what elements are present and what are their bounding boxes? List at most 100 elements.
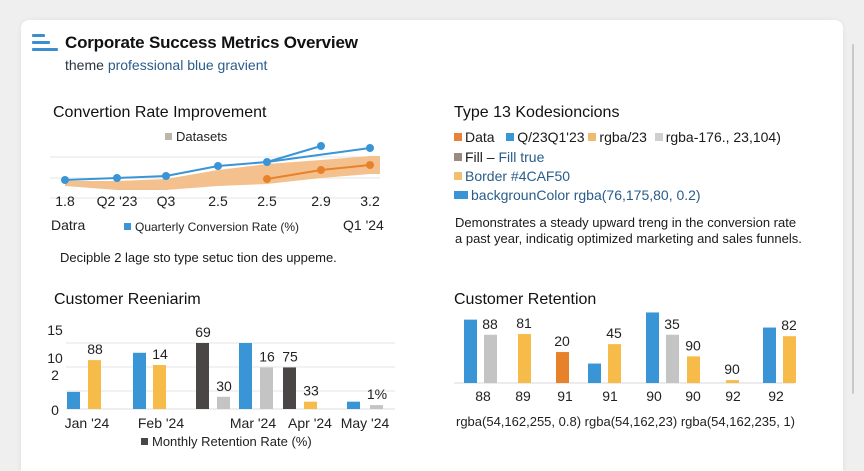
retention-left-legend[interactable]: Monthly Retention Rate (%) xyxy=(141,434,312,449)
description-line-1: Demonstrates a steady upward treng in th… xyxy=(455,215,797,230)
type13-border-row: Border #4CAF50 xyxy=(454,168,570,184)
data-point xyxy=(317,166,325,174)
legend-swatch-icon xyxy=(454,133,462,142)
bar xyxy=(67,391,80,409)
bar xyxy=(608,344,621,383)
page-subtitle: theme professional blue gravient xyxy=(65,57,267,73)
bar xyxy=(484,334,497,383)
x-tick-label: 89 xyxy=(515,388,531,404)
data-point xyxy=(113,174,121,182)
conversion-chart-title: Convertion Rate Improvement xyxy=(53,104,267,121)
x-tick-label: 2.9 xyxy=(311,193,331,209)
bar-value-label: 82 xyxy=(781,317,797,333)
x-tick-label: 90 xyxy=(685,388,701,404)
y-tick-label: 15 xyxy=(47,322,63,338)
legend-label: rgba-176., 23,104) xyxy=(665,129,781,145)
bar-value-label: 88 xyxy=(87,341,103,357)
border-label: Border #4CAF50 xyxy=(465,168,571,184)
legend-item[interactable]: rgba(54,162,255, 0.8) xyxy=(456,414,582,429)
subtitle-accent: professional xyxy=(107,57,184,73)
x-tick-label: Mar '24 xyxy=(230,415,276,431)
bar xyxy=(239,343,252,409)
conversion-right-label: Q1 '24 xyxy=(343,217,384,233)
conversion-line-chart: 1.8 Q2 '23 Q3 2.5 2.5 2.9 3.2 xyxy=(50,142,380,209)
data-point xyxy=(366,144,374,152)
bar xyxy=(518,334,531,383)
legend-swatch-icon xyxy=(454,191,468,200)
bar-value-label: 45 xyxy=(606,325,622,341)
x-tick-label: 3.2 xyxy=(360,193,380,209)
fill-value: Fill true xyxy=(498,149,545,165)
bar-value-label: 30 xyxy=(216,378,232,394)
type13-title: Type 13 Kodesioncions xyxy=(454,104,620,121)
legend-label: rgba/23 xyxy=(599,129,647,145)
legend-item-rgba23[interactable]: rgba/23 xyxy=(588,129,647,145)
legend-swatch-icon xyxy=(454,172,462,181)
conversion-legend-datasets[interactable]: Datasets xyxy=(165,129,227,144)
bar xyxy=(196,343,209,409)
bar xyxy=(464,319,477,383)
conversion-description: Decipble 2 lage sto type setuc tion des … xyxy=(60,250,337,265)
bar xyxy=(304,401,317,409)
x-tick-label: 92 xyxy=(725,388,741,404)
y-tick-label: 10 xyxy=(47,350,63,366)
bar-value-label: 16 xyxy=(259,348,275,364)
legend-item[interactable]: rgba(54,162,235, 1) xyxy=(680,414,796,429)
legend-label: Data xyxy=(465,129,495,145)
x-tick-label: Apr '24 xyxy=(288,415,332,431)
bar xyxy=(283,367,296,409)
data-point xyxy=(162,172,170,180)
legend-item[interactable]: rgba(54,162,23) xyxy=(584,414,678,429)
retention-left-title: Customer Reeniarim xyxy=(54,291,201,308)
legend-swatch-icon xyxy=(506,133,515,142)
subtitle-suffix: blue gravient xyxy=(187,57,268,73)
x-tick-label: 2.5 xyxy=(208,193,228,209)
x-tick-label: 91 xyxy=(557,388,573,404)
data-point xyxy=(214,162,222,170)
vertical-scrollbar[interactable] xyxy=(852,44,854,394)
bar xyxy=(347,401,360,409)
conversion-legend-series[interactable]: Quarterly Conversion Rate (%) xyxy=(124,220,299,234)
x-tick-label: May '24 xyxy=(341,415,390,431)
legend-item-rgba176[interactable]: rgba-176., 23,104) xyxy=(654,129,781,145)
legend-label: Monthly Retention Rate (%) xyxy=(152,434,312,449)
bar-value-label: 69 xyxy=(195,324,211,340)
x-tick-label: 88 xyxy=(475,388,491,404)
legend-item-quarter[interactable]: Q/23Q1'23 xyxy=(506,129,585,145)
x-tick-label: Jan '24 xyxy=(65,415,110,431)
bar xyxy=(687,356,700,383)
x-tick-label: 2.5 xyxy=(257,193,277,209)
x-tick-label: Feb '24 xyxy=(138,415,184,431)
data-point xyxy=(263,175,271,183)
legend-swatch-icon xyxy=(165,133,172,141)
retention-right-legend: rgba(54,162,255, 0.8) rgba(54,162,23) rg… xyxy=(456,414,795,429)
bar-value-label: 20 xyxy=(554,333,570,349)
bar xyxy=(783,336,796,383)
description-line-2: a past year, indicatig optimized marketi… xyxy=(455,231,802,246)
legend-swatch-icon xyxy=(454,153,462,162)
type13-legend-row: Data Q/23Q1'23 rgba/23 rgba-176., 23,104… xyxy=(454,129,781,145)
bar-value-label: 33 xyxy=(303,383,319,399)
legend-label: Q/23Q1'23 xyxy=(517,129,585,145)
x-tick-label: 92 xyxy=(768,388,784,404)
x-tick-label: 90 xyxy=(646,388,662,404)
bar xyxy=(666,334,679,383)
legend-item-data[interactable]: Data xyxy=(454,129,495,145)
retention-right-title: Customer Retention xyxy=(454,291,597,308)
y-tick-label: 2 xyxy=(51,367,59,383)
bar xyxy=(217,396,230,409)
legend-swatch-icon xyxy=(654,133,663,142)
x-tick-label: Q2 '23 xyxy=(97,193,138,209)
legend-series-label: Quarterly Conversion Rate (%) xyxy=(135,220,300,234)
bar xyxy=(646,312,659,383)
type13-description: Demonstrates a steady upward treng in th… xyxy=(455,215,802,247)
bar-value-label: 75 xyxy=(282,348,298,364)
bar xyxy=(133,352,146,409)
legend-datasets-label: Datasets xyxy=(176,129,228,144)
line-series-main xyxy=(64,147,371,181)
type13-fill-row: Fill – Fill true xyxy=(454,149,544,165)
y-tick-label: 0 xyxy=(51,402,59,418)
legend-swatch-icon xyxy=(588,133,597,142)
bar-list-icon xyxy=(32,34,60,54)
bar-value-label: 90 xyxy=(724,361,740,377)
